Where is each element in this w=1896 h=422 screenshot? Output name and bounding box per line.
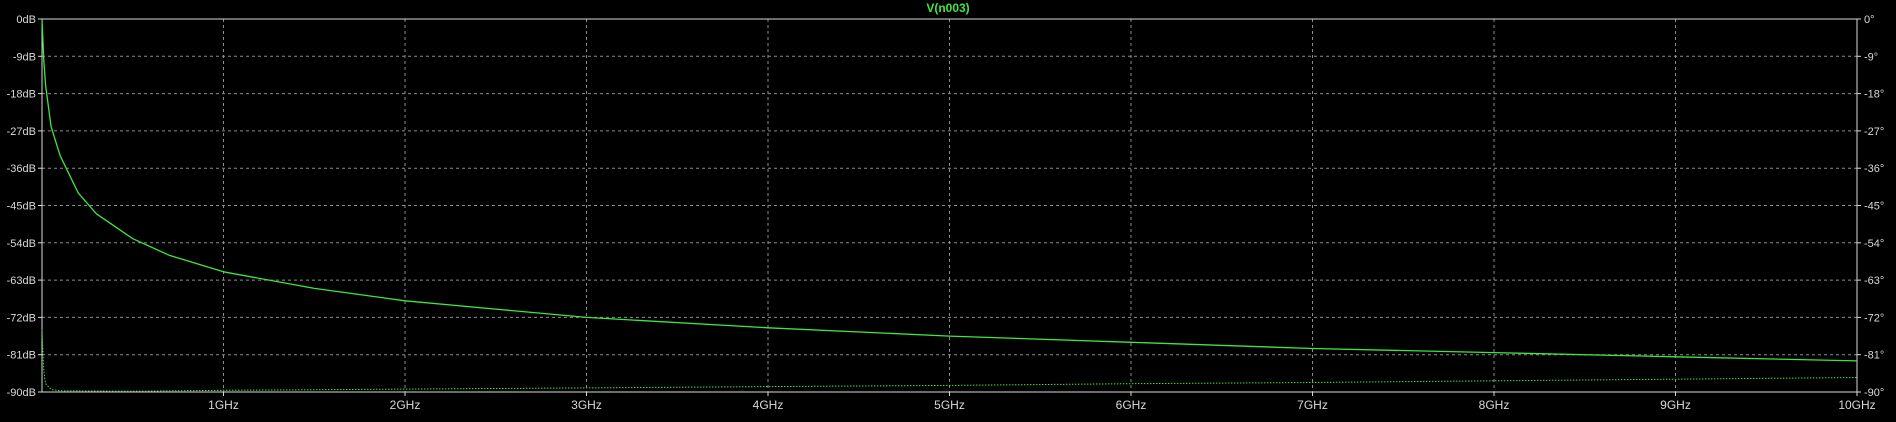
x-tick-label: 2GHz bbox=[390, 398, 421, 412]
plot-frame bbox=[41, 18, 1858, 393]
y-left-tick-label: -18dB bbox=[7, 89, 36, 101]
y-right-tick-label: -81° bbox=[1864, 350, 1884, 362]
y-left-tick-label: -45dB bbox=[7, 201, 36, 213]
grid-layer bbox=[42, 19, 1857, 392]
y-left-tick-label: -90dB bbox=[7, 387, 36, 399]
y-left-tick-label: -9dB bbox=[13, 51, 36, 63]
x-tick-label: 4GHz bbox=[753, 398, 784, 412]
y-left-tick-label: -63dB bbox=[7, 275, 36, 287]
x-tick-label: 9GHz bbox=[1660, 398, 1691, 412]
x-tick-label: 10GHz bbox=[1838, 398, 1875, 412]
x-tick-label: 3GHz bbox=[571, 398, 602, 412]
y-left-tick-label: -72dB bbox=[7, 312, 36, 324]
y-right-tick-label: -36° bbox=[1864, 163, 1884, 175]
x-tick-label: 7GHz bbox=[1297, 398, 1328, 412]
axis-layer: 0dB -9dB -18dB -27dB -36dB -45dB -54dB -63dB -72… bbox=[7, 14, 1885, 412]
y-right-tick-label: -54° bbox=[1864, 238, 1884, 250]
x-tick-label: 8GHz bbox=[1479, 398, 1510, 412]
y-right-tick-label: -63° bbox=[1864, 275, 1884, 287]
x-tick-label: 1GHz bbox=[208, 398, 239, 412]
y-right-tick-label: -18° bbox=[1864, 89, 1884, 101]
y-left-tick-label: -54dB bbox=[7, 238, 36, 250]
trace-title[interactable]: V(n003) bbox=[926, 1, 969, 15]
y-right-tick-label: -45° bbox=[1864, 201, 1884, 213]
y-left-tick-label: -27dB bbox=[7, 126, 36, 138]
y-right-tick-label: -72° bbox=[1864, 312, 1884, 324]
y-left-tick-label: -36dB bbox=[7, 163, 36, 175]
phase-trace[interactable] bbox=[41, 329, 1858, 392]
y-right-tick-label: -27° bbox=[1864, 126, 1884, 138]
trace-layer bbox=[41, 18, 1858, 392]
y-left-tick-label: 0dB bbox=[16, 14, 36, 26]
y-left-tick-label: -81dB bbox=[7, 350, 36, 362]
y-right-tick-label: -9° bbox=[1864, 51, 1878, 63]
magnitude-trace[interactable] bbox=[41, 18, 1858, 362]
x-tick-label: 5GHz bbox=[934, 398, 965, 412]
y-right-tick-label: 0° bbox=[1864, 14, 1875, 26]
y-right-tick-label: -90° bbox=[1864, 387, 1884, 399]
x-tick-label: 6GHz bbox=[1116, 398, 1147, 412]
